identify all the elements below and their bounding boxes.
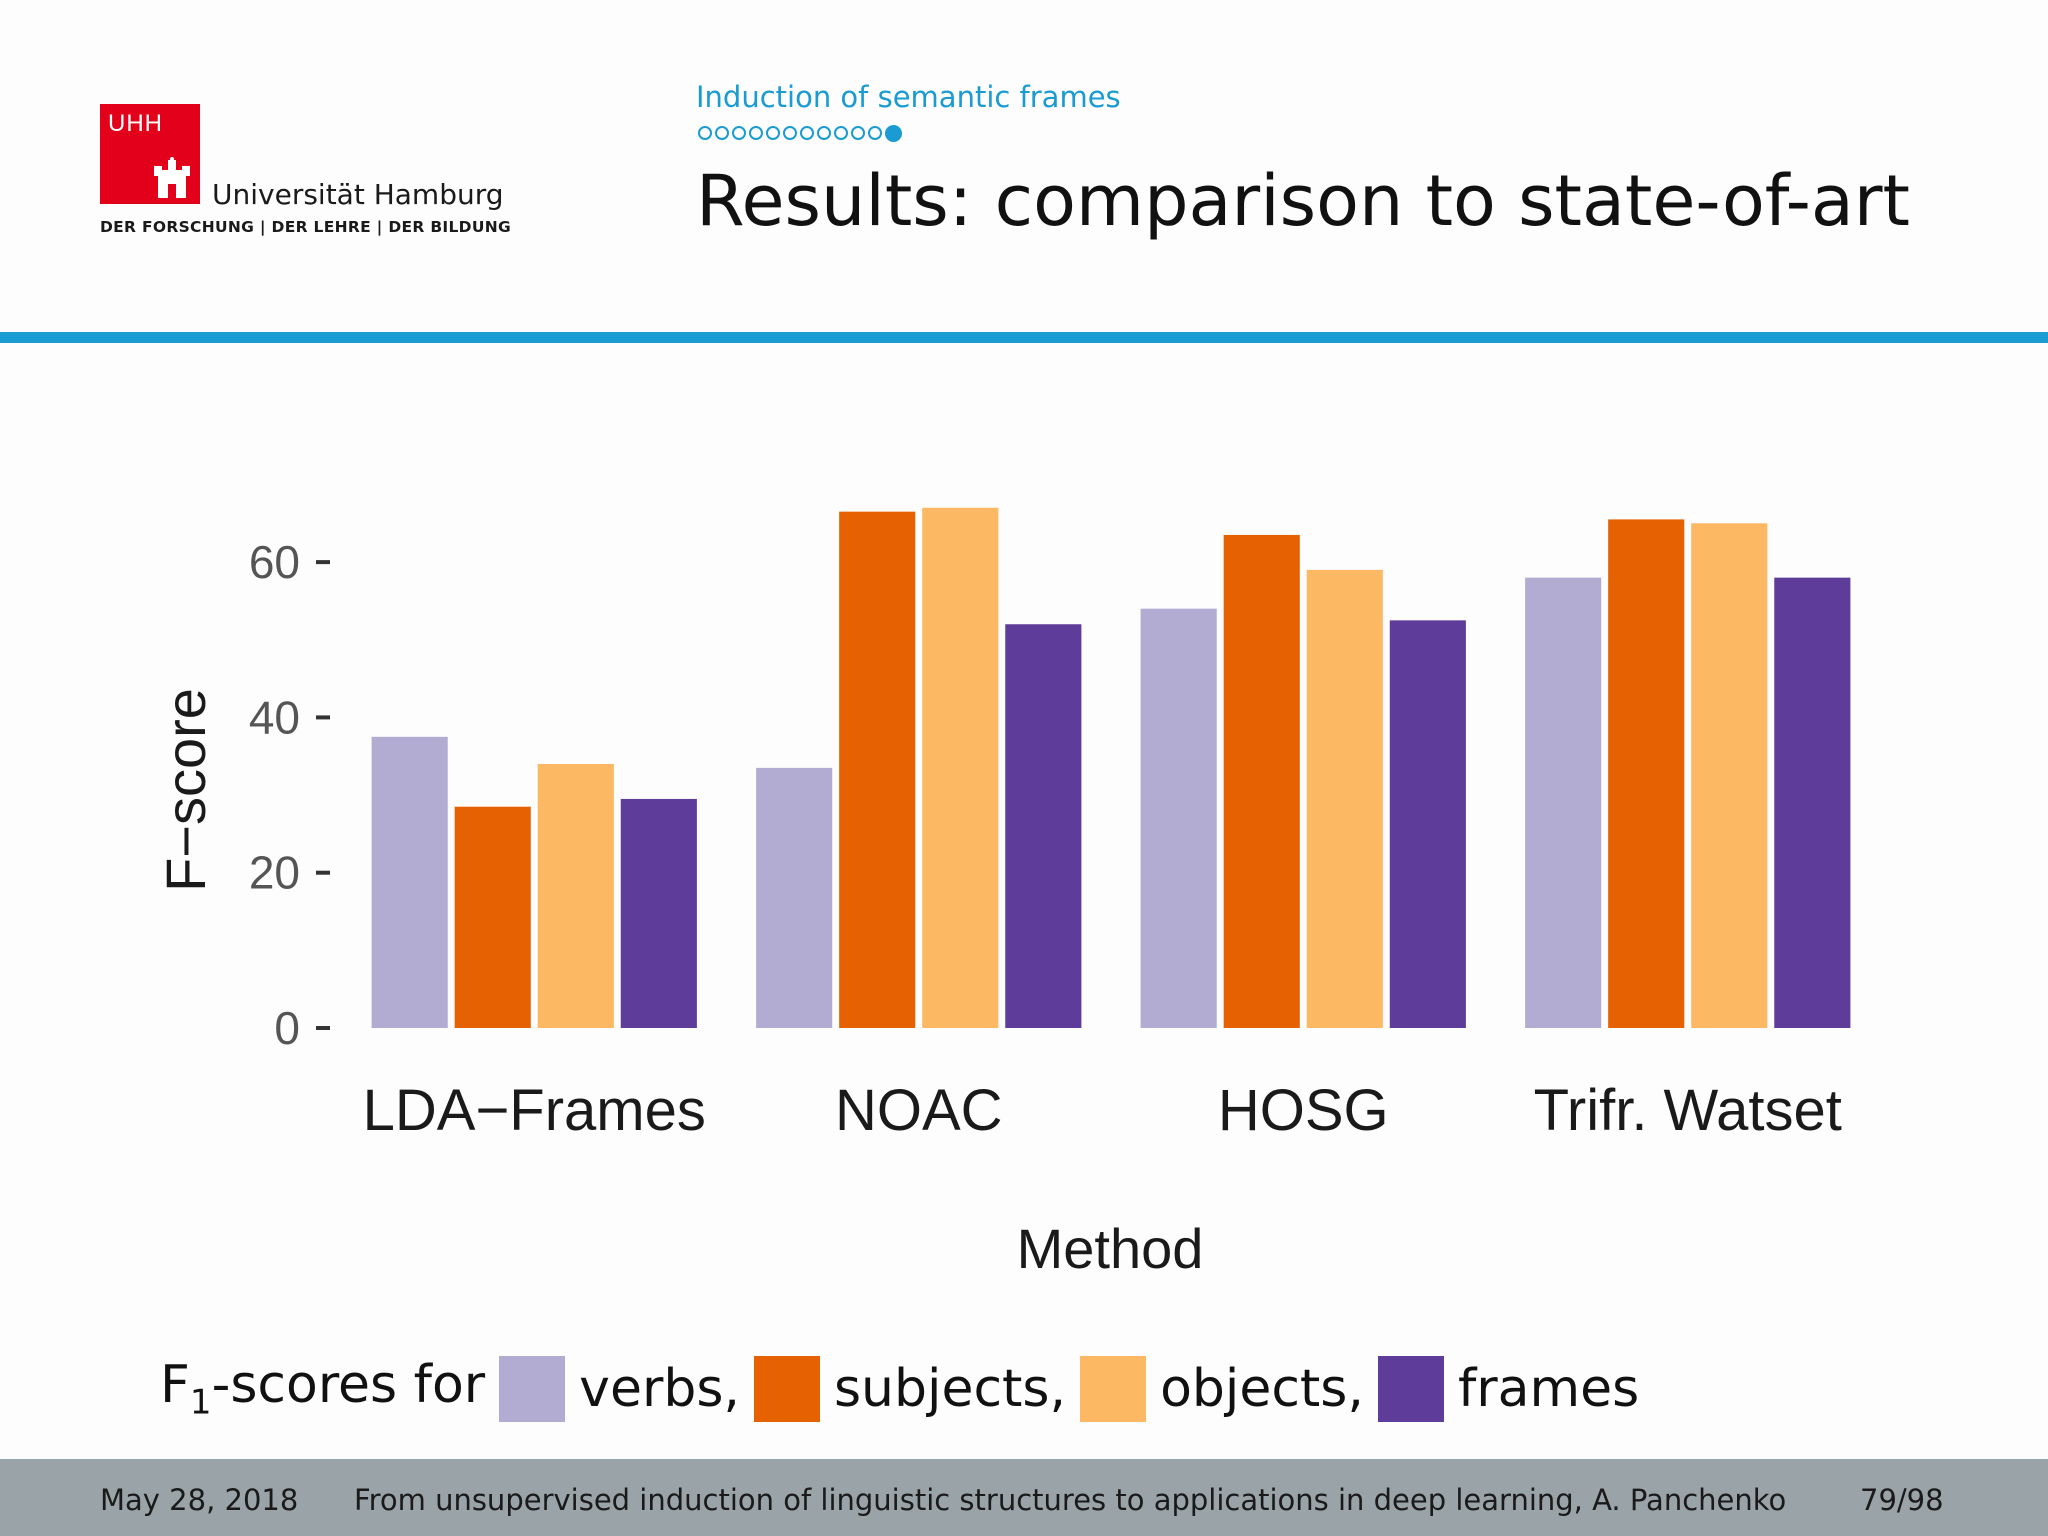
progress-dot[interactable] xyxy=(783,126,797,140)
x-tick-label: Trifr. Watset xyxy=(1534,1078,1842,1143)
bar-verbs xyxy=(756,767,833,1028)
progress-dot[interactable] xyxy=(732,126,746,140)
y-tick-label: 0 xyxy=(274,1002,300,1054)
progress-dot[interactable] xyxy=(800,126,814,140)
bar-objects xyxy=(1691,523,1768,1028)
x-tick-label: NOAC xyxy=(835,1078,1003,1143)
legend-swatch xyxy=(499,1356,566,1422)
y-axis-label: F−score xyxy=(154,688,217,892)
progress-dot[interactable] xyxy=(698,126,712,140)
bar-objects xyxy=(537,764,614,1028)
bar-frames xyxy=(1774,577,1851,1028)
progress-dot[interactable] xyxy=(834,126,848,140)
chart-legend: F1-scores for verbs, subjects, objects, fra… xyxy=(160,1352,1639,1426)
progress-dot[interactable] xyxy=(868,126,882,140)
bar-objects xyxy=(922,507,999,1028)
progress-dot-current[interactable] xyxy=(885,125,902,142)
x-axis: LDA−Frames NOAC HOSG Trifr. Watset xyxy=(363,1078,1842,1143)
footer-page-number: 79/98 xyxy=(1860,1483,1944,1517)
legend-label: verbs, xyxy=(579,1359,740,1419)
x-tick-label: LDA−Frames xyxy=(363,1078,706,1143)
legend-swatch xyxy=(1080,1356,1147,1422)
header-rule xyxy=(0,332,2048,343)
bar-subjects xyxy=(1608,519,1685,1028)
legend-swatch xyxy=(1377,1356,1444,1422)
x-tick-label: HOSG xyxy=(1218,1078,1389,1143)
progress-dot[interactable] xyxy=(715,126,729,140)
bar-verbs xyxy=(371,736,448,1028)
bar-frames xyxy=(1389,620,1466,1028)
logo-mark-text: UHH xyxy=(108,110,163,137)
university-logo: UHH Universität Hamburg DER FORSCHUNG | … xyxy=(100,104,520,244)
legend-swatch xyxy=(753,1356,820,1422)
section-title[interactable]: Induction of semantic frames xyxy=(696,80,1121,114)
progress-dot[interactable] xyxy=(749,126,763,140)
logo-tagline: DER FORSCHUNG | DER LEHRE | DER BILDUNG xyxy=(100,218,512,236)
footer-bar: May 28, 2018 From unsupervised induction… xyxy=(0,1459,2048,1536)
progress-dot[interactable] xyxy=(851,126,865,140)
bar-verbs xyxy=(1525,577,1602,1028)
footer-date: May 28, 2018 xyxy=(100,1483,299,1517)
bars xyxy=(371,507,1851,1028)
legend-label: objects, xyxy=(1160,1359,1364,1419)
bar-subjects xyxy=(454,806,531,1028)
legend-prefix: F1-scores for xyxy=(160,1355,486,1423)
bar-frames xyxy=(620,798,697,1028)
x-axis-label: Method xyxy=(1017,1217,1204,1280)
y-tick-label: 40 xyxy=(249,691,300,743)
slide-progress-dots xyxy=(698,125,902,142)
bar-subjects xyxy=(839,511,916,1028)
y-axis: 0 20 40 60 xyxy=(249,536,330,1054)
logo-name: Universität Hamburg xyxy=(212,178,504,211)
bar-verbs xyxy=(1140,608,1217,1028)
bar-subjects xyxy=(1223,534,1300,1028)
legend-label: frames xyxy=(1457,1359,1640,1419)
y-tick-label: 20 xyxy=(249,847,300,899)
progress-dot[interactable] xyxy=(766,126,780,140)
hamburg-castle-icon xyxy=(154,157,190,198)
slide-title: Results: comparison to state-of-art xyxy=(696,160,1910,242)
footer-talk-title: From unsupervised induction of linguisti… xyxy=(354,1483,1787,1517)
progress-dot[interactable] xyxy=(817,126,831,140)
y-tick-label: 60 xyxy=(249,536,300,588)
bar-frames xyxy=(1005,624,1082,1028)
bar-objects xyxy=(1306,569,1383,1028)
legend-label: subjects, xyxy=(833,1359,1067,1419)
logo-mark: UHH xyxy=(100,104,200,204)
